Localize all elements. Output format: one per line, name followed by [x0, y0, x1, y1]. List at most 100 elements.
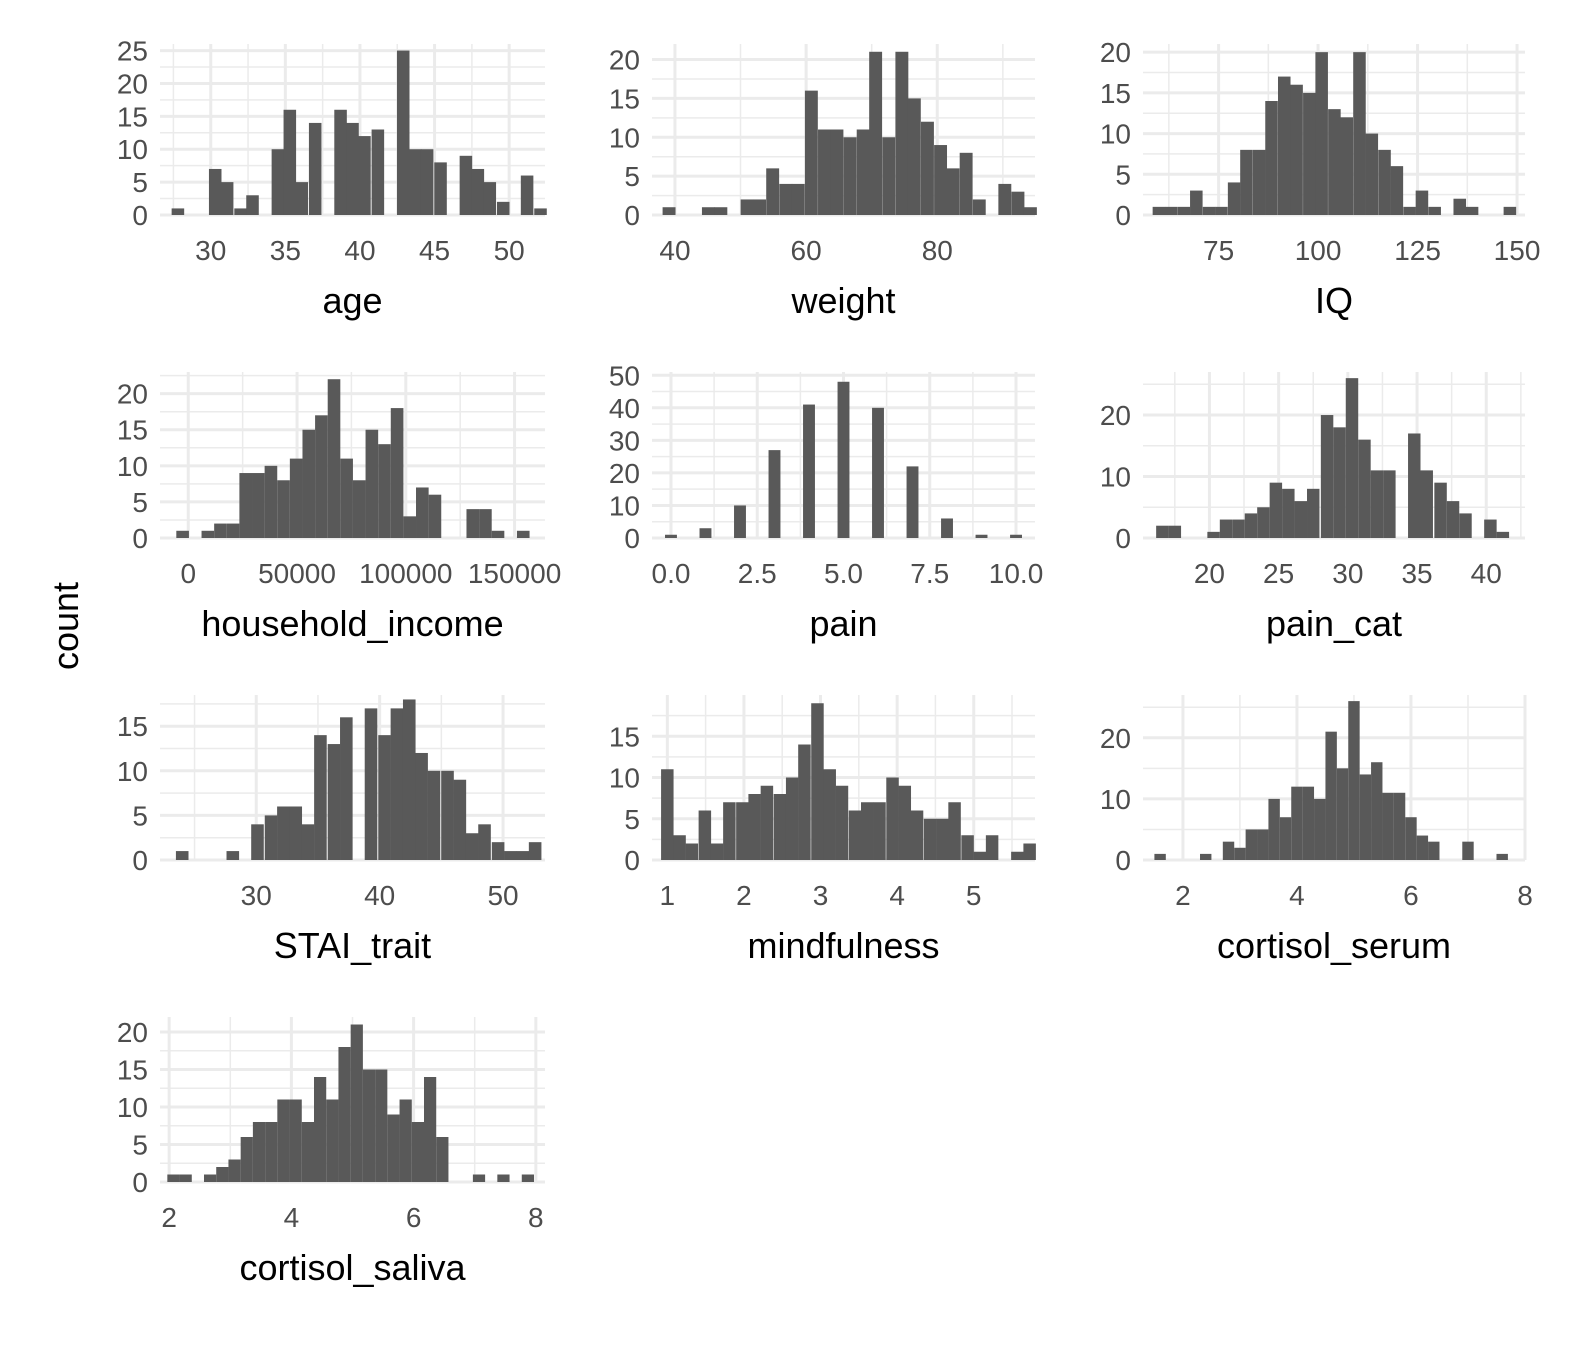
y-tick-label: 10	[609, 763, 640, 794]
x-tick-label: 3	[813, 880, 829, 911]
bar	[766, 168, 780, 215]
bar	[302, 429, 316, 538]
x-tick-label: 20	[1194, 558, 1225, 589]
bar	[701, 207, 715, 215]
y-tick-label: 0	[1115, 523, 1131, 554]
bar	[1215, 206, 1228, 215]
x-tick-label: 8	[528, 1202, 544, 1233]
shared-y-axis-title: count	[45, 582, 86, 670]
x-tick-label: 150000	[468, 558, 561, 589]
bar	[1459, 513, 1472, 538]
bar	[714, 207, 728, 215]
bar	[528, 842, 542, 860]
bar	[201, 530, 215, 538]
bar	[1484, 519, 1497, 538]
bar	[1434, 482, 1447, 538]
bar	[220, 182, 234, 215]
bar	[491, 842, 505, 860]
bar	[415, 752, 428, 860]
bar	[1328, 109, 1341, 215]
x-tick-label: 35	[1401, 558, 1432, 589]
bar	[1156, 525, 1169, 538]
bar	[216, 1167, 229, 1182]
bar	[338, 1047, 351, 1182]
x-tick-label: 45	[419, 235, 450, 266]
bar	[946, 168, 960, 215]
bar	[736, 802, 749, 860]
bar	[396, 50, 410, 216]
y-tick-label: 15	[609, 721, 640, 752]
y-tick-label: 5	[1115, 159, 1131, 190]
panel-cortisol-serum: 0 10 20 2 4 6 8 cortisol_serum	[1100, 695, 1533, 966]
panel-iq: 0 5 10 15 20 75 100 125 150 IQ	[1100, 37, 1541, 321]
bar	[1390, 166, 1404, 215]
bar	[226, 523, 240, 538]
bar	[941, 518, 953, 538]
y-tick-label: 5	[132, 167, 148, 198]
bar	[436, 1137, 449, 1182]
x-tick-label: 25	[1263, 558, 1294, 589]
x-tick-label: 2	[736, 880, 752, 911]
bar	[365, 429, 379, 538]
bar	[1340, 117, 1354, 215]
x-tick-label: 5	[966, 880, 982, 911]
y-tick-label: 20	[1100, 400, 1131, 431]
y-tick-label: 5	[624, 804, 640, 835]
bar	[818, 129, 831, 215]
bar	[973, 851, 987, 860]
bar	[1202, 206, 1216, 215]
bar	[710, 843, 724, 860]
bar	[1416, 835, 1429, 860]
bar	[837, 381, 850, 538]
bar	[753, 199, 767, 215]
bar	[856, 129, 870, 215]
bar	[1279, 817, 1292, 860]
y-tick-label: 0	[132, 845, 148, 876]
bar	[920, 121, 934, 215]
y-tick-label: 20	[1100, 723, 1131, 754]
bar	[1428, 206, 1441, 215]
bar	[698, 810, 712, 860]
bar	[175, 851, 189, 860]
bar	[923, 818, 937, 860]
bar	[740, 199, 754, 215]
bar	[326, 1099, 339, 1182]
x-tick-label: 10.0	[989, 558, 1044, 589]
bar	[301, 824, 315, 860]
bar	[1240, 149, 1253, 215]
bar	[785, 777, 799, 860]
y-tick-label: 0	[624, 845, 640, 876]
bar	[459, 155, 473, 215]
bar	[948, 802, 961, 860]
bar	[1207, 531, 1220, 538]
bar	[1370, 470, 1384, 538]
bar	[1371, 762, 1383, 860]
bar	[471, 168, 485, 215]
x-axis-title-age: age	[322, 280, 382, 321]
bar	[895, 51, 909, 215]
x-tick-label: 50	[494, 235, 525, 266]
bar	[214, 523, 227, 538]
bar	[171, 208, 185, 215]
bar	[428, 494, 442, 538]
bar	[362, 1069, 376, 1182]
bar	[520, 175, 534, 215]
bar	[1320, 415, 1334, 538]
bar	[861, 802, 874, 860]
bar	[334, 109, 347, 215]
bar	[998, 183, 1012, 215]
bar	[358, 136, 371, 215]
bar	[1408, 433, 1421, 538]
y-tick-label: 0	[132, 1167, 148, 1198]
bar	[265, 1122, 278, 1182]
bar	[516, 530, 530, 538]
x-tick-label: 125	[1394, 235, 1441, 266]
bar	[1359, 774, 1372, 860]
x-tick-label: 40	[344, 235, 375, 266]
bar	[301, 1122, 314, 1182]
x-tick-label: 2.5	[738, 558, 777, 589]
bar	[420, 149, 434, 215]
bar	[478, 824, 491, 860]
y-tick-label: 10	[1100, 119, 1131, 150]
